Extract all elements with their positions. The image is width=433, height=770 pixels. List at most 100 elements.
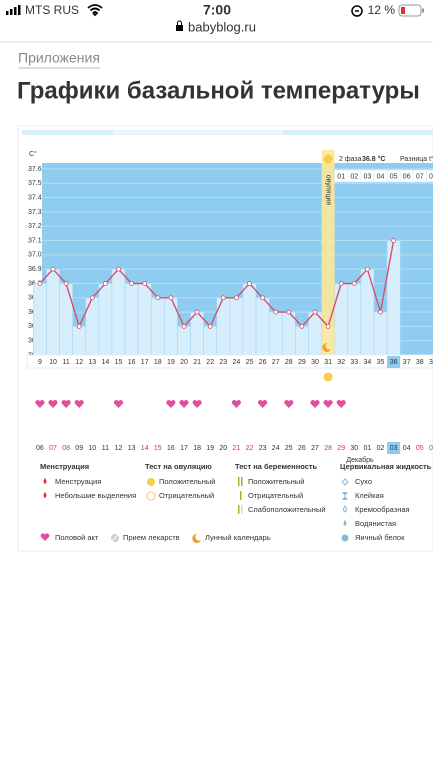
day-bar (190, 311, 204, 356)
month-label: Декабрь (346, 456, 374, 464)
y-tick-label: 37.4 (28, 194, 42, 201)
calendar-date: 22 (246, 445, 254, 452)
cycle-day: 38 (416, 359, 424, 366)
cycle-day: 21 (193, 359, 201, 366)
calendar-date: 25 (285, 445, 293, 452)
status-bar: MTS RUS 7:00 12 % babyblog.ru (0, 2, 433, 43)
cycle-day: 26 (259, 359, 267, 366)
legend-item: Половой акт (55, 533, 99, 542)
y-unit: C° (29, 150, 37, 158)
legend-item: Кремообразная (355, 505, 410, 514)
intercourse-heart (48, 400, 58, 408)
cycle-day: 18 (154, 359, 162, 366)
cycle-day: 16 (128, 359, 136, 366)
temperature-point (116, 266, 121, 272)
legend-item: Менструация (55, 477, 101, 486)
temperature-point (37, 281, 43, 286)
phase-day: 08 (429, 173, 433, 180)
intercourse-heart (258, 400, 268, 408)
time: 7:00 (203, 2, 231, 18)
legend-item: Яичный белок (355, 533, 405, 542)
calendar-date: 28 (324, 445, 332, 452)
temperature-point (168, 295, 174, 301)
temperature-point (50, 266, 56, 272)
intercourse-heart (310, 400, 320, 408)
cycle-day: 30 (311, 359, 319, 366)
ovulation-band (321, 150, 335, 355)
temperature-point (273, 309, 279, 315)
cycle-day: 32 (337, 359, 345, 366)
cycle-day: 10 (49, 359, 57, 366)
intercourse-heart (61, 400, 71, 408)
calendar-date: 13 (128, 445, 136, 452)
day-bar (281, 311, 296, 356)
day-row (26, 354, 433, 369)
cycle-day: 37 (403, 359, 411, 366)
day-bar (59, 283, 73, 356)
calendar-date: 04 (403, 445, 411, 452)
intercourse-heart (113, 400, 124, 408)
cycle-day: 23 (219, 359, 227, 366)
calendar-date: 08 (62, 445, 70, 452)
day-bar (203, 326, 218, 356)
battery-level: 12 % (368, 3, 396, 17)
calendar-date: 21 (233, 445, 241, 452)
legend-item: Прием лекарств (123, 533, 180, 542)
day-bar (268, 311, 283, 356)
temperature-point (76, 323, 82, 329)
temperature-point (103, 281, 108, 286)
day-bar (229, 297, 244, 356)
legend-item: Клейкая (355, 491, 384, 500)
legend-item: Водянистая (355, 519, 396, 528)
cycle-day: 29 (298, 359, 306, 366)
current-date-cell (387, 442, 401, 454)
temperature-line (39, 240, 395, 329)
temperature-point (63, 281, 69, 286)
calendar-date: 24 (272, 445, 280, 452)
phase-difference: Разница t° (400, 155, 433, 163)
ovulation-sun (323, 154, 333, 164)
bbt-chart: C°36.336.436.536.636.736.836.937.037.137… (26, 150, 433, 464)
phase-label: 2 фаза (339, 156, 362, 163)
cycle-day: 28 (285, 359, 293, 366)
calendar-date: 05 (416, 445, 424, 452)
phase-day: 03 (364, 173, 372, 180)
intercourse-heart (323, 400, 333, 408)
legend-item: Сухо (355, 477, 372, 486)
day-bar (334, 283, 349, 356)
day-bar (111, 268, 126, 356)
day-bar (308, 311, 322, 356)
temperature-point (207, 323, 213, 329)
cycle-day: 19 (167, 359, 175, 366)
cycle-day: 15 (115, 359, 123, 366)
legend-item: Положительный (159, 477, 215, 486)
intercourse-heart (35, 400, 45, 408)
temperature-point (312, 309, 318, 315)
intercourse-heart (192, 400, 202, 408)
day-bar (242, 283, 257, 356)
calendar-date: 02 (377, 445, 385, 452)
cycle-day: 11 (62, 359, 69, 366)
y-tick-label: 37.2 (28, 223, 42, 230)
cycle-day: 14 (102, 359, 110, 366)
legend-item: Положительный (248, 477, 304, 486)
cycle-day: 25 (246, 359, 254, 366)
day-bar (150, 297, 165, 356)
calendar-date: 18 (193, 445, 201, 452)
day-bar (373, 311, 388, 356)
temperature-point (129, 281, 135, 286)
url: babyblog.ru (188, 19, 256, 34)
temperature-point (89, 295, 95, 301)
phase-temperature: 36.8 °С (362, 155, 385, 163)
intercourse-heart (284, 400, 294, 408)
day-bar (33, 283, 47, 356)
calendar-date: 12 (115, 445, 123, 452)
y-tick-label: 37.1 (28, 237, 42, 244)
breadcrumb[interactable]: Приложения (18, 50, 100, 66)
cycle-day: 31 (324, 359, 332, 366)
phase-day: 06 (403, 173, 411, 180)
calendar-date: 11 (102, 445, 109, 452)
legend-item: Небольшие выделения (55, 491, 136, 500)
legend: Менструация Менструация Небольшие выделе… (40, 462, 432, 543)
